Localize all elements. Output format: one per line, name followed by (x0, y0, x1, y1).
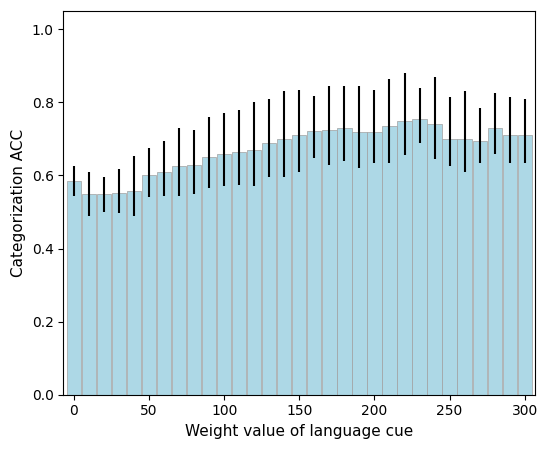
Bar (322, 130, 337, 395)
Bar (172, 166, 186, 395)
Bar (142, 176, 156, 395)
Bar (187, 165, 201, 395)
Bar (247, 150, 261, 395)
Bar (442, 139, 456, 395)
Bar (412, 119, 427, 395)
Bar (277, 139, 292, 395)
Bar (307, 131, 322, 395)
Bar (82, 194, 96, 395)
Bar (353, 132, 367, 395)
Bar (382, 126, 397, 395)
Bar (337, 128, 351, 395)
Bar (112, 193, 126, 395)
Bar (292, 135, 306, 395)
Bar (367, 132, 382, 395)
Bar (503, 135, 517, 395)
Bar (458, 139, 472, 395)
Bar (67, 181, 81, 395)
Bar (262, 143, 277, 395)
Bar (127, 191, 141, 395)
Bar (472, 141, 487, 395)
X-axis label: Weight value of language cue: Weight value of language cue (185, 424, 414, 439)
Bar (518, 135, 532, 395)
Bar (97, 194, 111, 395)
Y-axis label: Categorization ACC: Categorization ACC (11, 129, 26, 277)
Bar (427, 124, 442, 395)
Bar (398, 121, 411, 395)
Bar (202, 157, 216, 395)
Bar (232, 152, 246, 395)
Bar (157, 172, 171, 395)
Bar (487, 128, 502, 395)
Bar (217, 153, 232, 395)
